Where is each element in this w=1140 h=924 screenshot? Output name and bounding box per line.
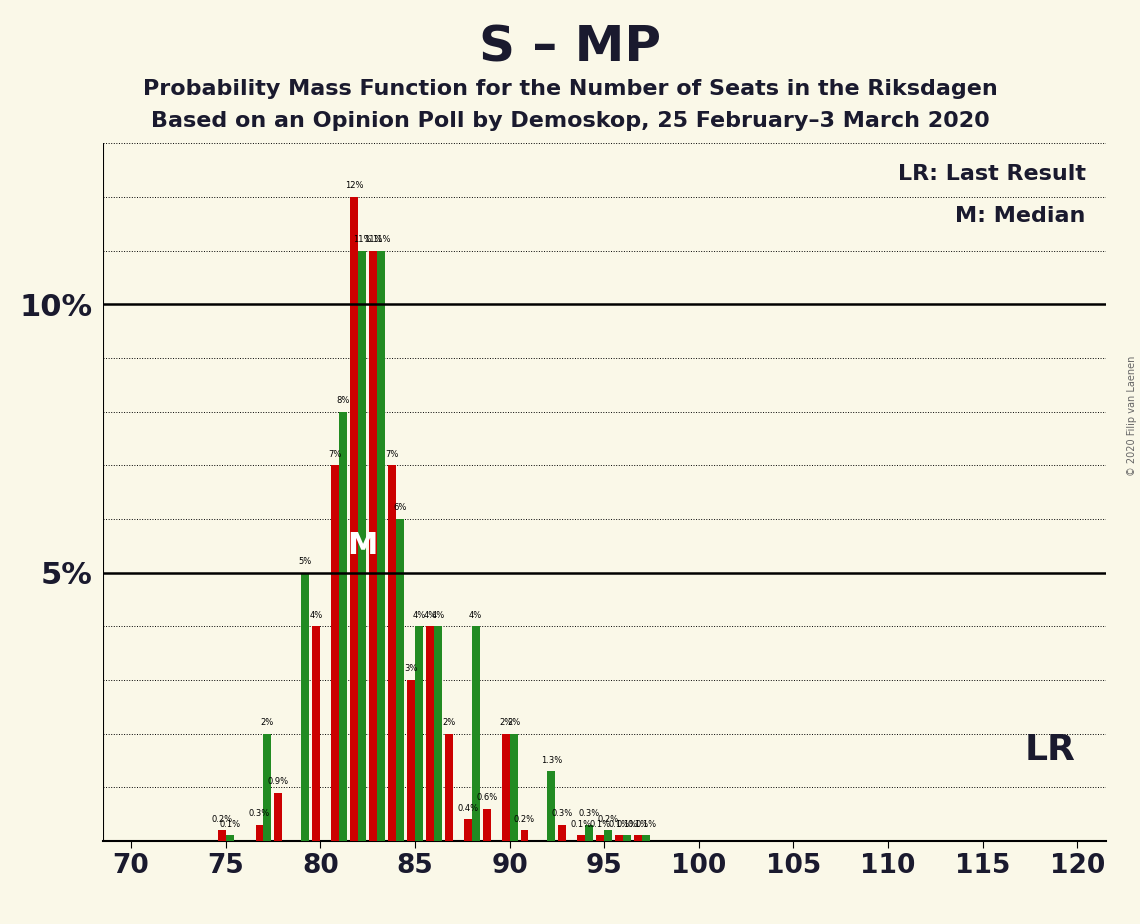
Text: 5%: 5%	[299, 557, 312, 566]
Text: 12%: 12%	[345, 181, 364, 190]
Text: 6%: 6%	[393, 504, 407, 513]
Text: 11%: 11%	[353, 235, 372, 244]
Bar	[396, 519, 404, 841]
Text: 0.1%: 0.1%	[609, 820, 629, 829]
Text: 0.2%: 0.2%	[514, 815, 535, 823]
Text: 4%: 4%	[431, 611, 445, 620]
Bar	[510, 734, 518, 841]
Bar	[377, 250, 385, 841]
Text: 0.3%: 0.3%	[552, 809, 573, 819]
Text: 4%: 4%	[469, 611, 482, 620]
Bar	[426, 626, 434, 841]
Bar	[577, 835, 585, 841]
Text: 0.3%: 0.3%	[579, 809, 600, 819]
Bar	[340, 411, 348, 841]
Text: 2%: 2%	[261, 718, 274, 727]
Bar	[332, 465, 340, 841]
Bar	[472, 626, 480, 841]
Text: 8%: 8%	[336, 396, 350, 405]
Bar	[482, 808, 490, 841]
Text: 4%: 4%	[423, 611, 437, 620]
Bar	[547, 771, 555, 841]
Bar	[559, 825, 567, 841]
Bar	[312, 626, 320, 841]
Text: 0.1%: 0.1%	[635, 820, 657, 829]
Text: 11%: 11%	[364, 235, 382, 244]
Bar	[624, 835, 632, 841]
Text: 1.3%: 1.3%	[540, 756, 562, 765]
Text: 0.6%: 0.6%	[477, 793, 497, 802]
Bar	[218, 830, 226, 841]
Text: 0.2%: 0.2%	[211, 815, 233, 823]
Text: 0.1%: 0.1%	[571, 820, 592, 829]
Text: M: M	[347, 531, 377, 560]
Bar	[255, 825, 263, 841]
Text: 3%: 3%	[405, 664, 417, 674]
Text: 0.1%: 0.1%	[617, 820, 637, 829]
Text: 7%: 7%	[328, 450, 342, 458]
Bar	[596, 835, 604, 841]
Bar	[502, 734, 510, 841]
Text: 0.1%: 0.1%	[627, 820, 649, 829]
Bar	[464, 820, 472, 841]
Bar	[226, 835, 234, 841]
Bar	[275, 793, 283, 841]
Text: 0.3%: 0.3%	[249, 809, 270, 819]
Bar	[521, 830, 529, 841]
Bar	[369, 250, 377, 841]
Bar	[585, 825, 593, 841]
Text: © 2020 Filip van Laenen: © 2020 Filip van Laenen	[1127, 356, 1137, 476]
Text: 4%: 4%	[413, 611, 425, 620]
Text: 0.4%: 0.4%	[457, 804, 479, 813]
Bar	[616, 835, 624, 841]
Bar	[407, 680, 415, 841]
Text: Based on an Opinion Poll by Demoskop, 25 February–3 March 2020: Based on an Opinion Poll by Demoskop, 25…	[150, 111, 990, 131]
Bar	[415, 626, 423, 841]
Bar	[604, 830, 612, 841]
Text: Probability Mass Function for the Number of Seats in the Riksdagen: Probability Mass Function for the Number…	[142, 79, 998, 99]
Text: 11%: 11%	[372, 235, 390, 244]
Text: LR: Last Result: LR: Last Result	[897, 164, 1085, 184]
Text: S – MP: S – MP	[479, 23, 661, 71]
Text: 7%: 7%	[385, 450, 399, 458]
Bar	[634, 835, 642, 841]
Bar	[445, 734, 453, 841]
Bar	[350, 197, 358, 841]
Text: 2%: 2%	[442, 718, 455, 727]
Text: 0.1%: 0.1%	[589, 820, 611, 829]
Bar	[434, 626, 442, 841]
Text: LR: LR	[1025, 733, 1076, 767]
Bar	[388, 465, 396, 841]
Bar	[301, 573, 309, 841]
Bar	[358, 250, 366, 841]
Text: M: Median: M: Median	[955, 206, 1085, 226]
Text: 0.9%: 0.9%	[268, 777, 290, 786]
Bar	[642, 835, 650, 841]
Text: 2%: 2%	[507, 718, 520, 727]
Text: 0.2%: 0.2%	[597, 815, 619, 823]
Bar	[263, 734, 271, 841]
Text: 2%: 2%	[499, 718, 512, 727]
Text: 4%: 4%	[310, 611, 323, 620]
Text: 0.1%: 0.1%	[219, 820, 241, 829]
